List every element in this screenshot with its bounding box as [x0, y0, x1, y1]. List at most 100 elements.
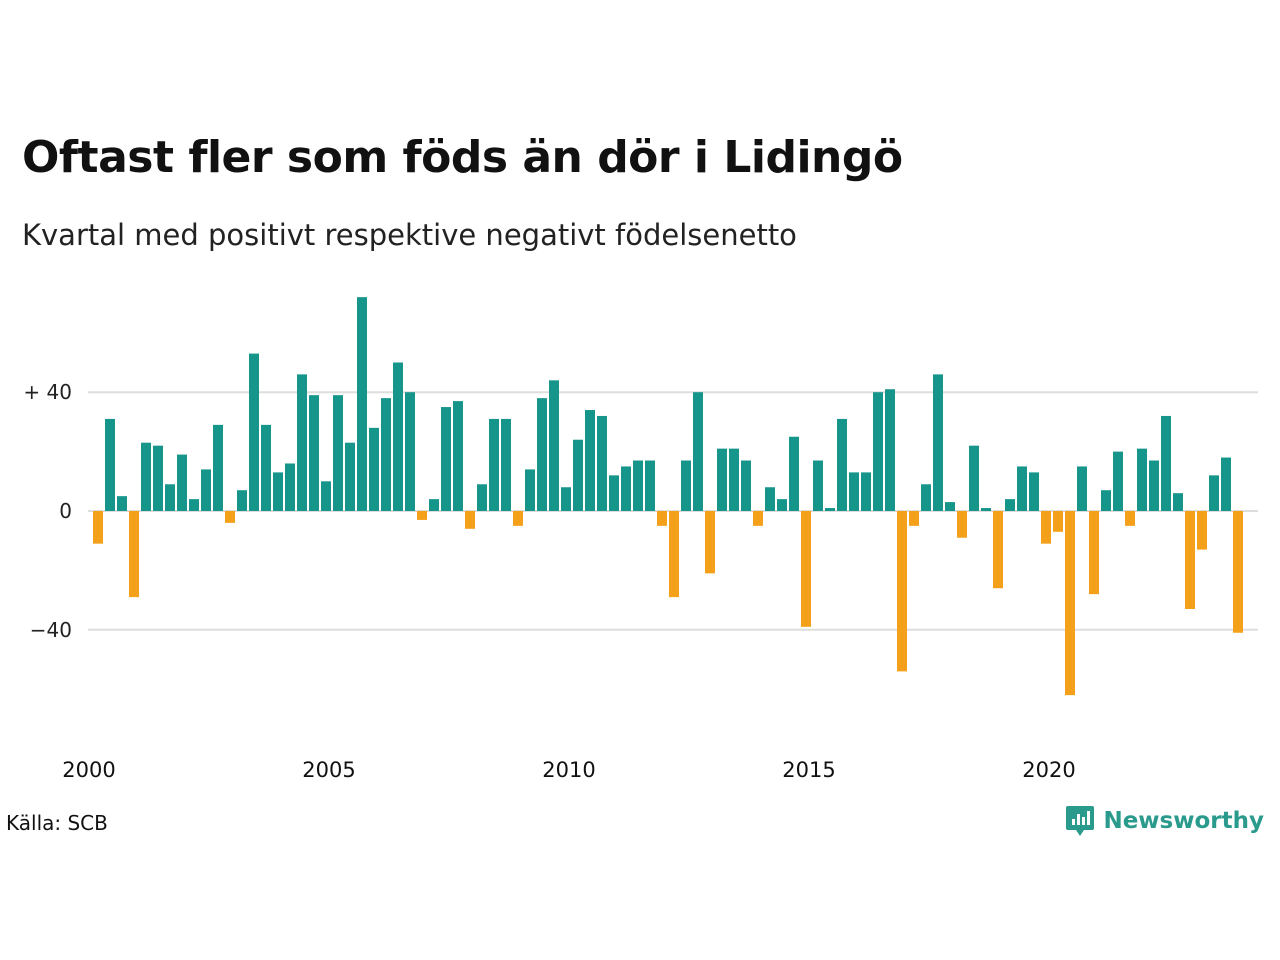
bar: [957, 511, 967, 538]
bar: [921, 484, 931, 511]
bar: [1017, 466, 1027, 511]
y-tick-label: −40: [30, 618, 72, 642]
bar: [885, 389, 895, 511]
bar: [381, 398, 391, 511]
bar: [1005, 499, 1015, 511]
source-note: Källa: SCB: [6, 811, 108, 835]
bar: [537, 398, 547, 511]
bar: [561, 487, 571, 511]
bar: [861, 472, 871, 511]
bar: [789, 436, 799, 511]
bar: [765, 487, 775, 511]
x-axis-labels: 2000 2005 2010 2015 2020: [62, 758, 1075, 782]
bar: [297, 374, 307, 511]
bar: [369, 427, 379, 511]
bar: [213, 424, 223, 511]
y-tick-label: 0: [59, 499, 72, 523]
brand-name: Newsworthy: [1103, 808, 1264, 834]
bar: [897, 511, 907, 672]
bar: [1161, 415, 1171, 511]
bar: [1077, 466, 1087, 511]
bar: [1113, 451, 1123, 511]
bar: [525, 469, 535, 511]
bar: [945, 502, 955, 511]
bar: [693, 392, 703, 511]
bar: [621, 466, 631, 511]
bar: [573, 439, 583, 511]
bar: [1209, 475, 1219, 511]
bar: [657, 511, 667, 526]
bar: [1137, 448, 1147, 511]
bar: [273, 472, 283, 511]
bar: [1125, 511, 1135, 526]
bar: [513, 511, 523, 526]
bar: [405, 392, 415, 511]
bar: [1065, 511, 1075, 696]
bar: [117, 496, 127, 511]
bar: [189, 499, 199, 511]
bar: [729, 448, 739, 511]
bar: [201, 469, 211, 511]
bar: [801, 511, 811, 627]
bar: [321, 481, 331, 511]
x-tick-label: 2000: [62, 758, 115, 782]
bar: [141, 442, 151, 511]
bar: [597, 415, 607, 511]
bar-chart: + 40 0 −40 2000 2005 2010 2015 2020: [23, 297, 1258, 782]
bar: [969, 445, 979, 511]
newsworthy-logo-icon: [1066, 806, 1095, 836]
bar: [165, 484, 175, 511]
bar: [993, 511, 1003, 589]
bar: [501, 418, 511, 511]
bar: [609, 475, 619, 511]
bar: [249, 353, 259, 511]
bar: [1197, 511, 1207, 550]
x-tick-label: 2010: [542, 758, 595, 782]
brand-logo: Newsworthy: [1065, 804, 1264, 838]
bar: [1233, 511, 1243, 633]
bar: [237, 490, 247, 511]
x-tick-label: 2015: [782, 758, 835, 782]
bar: [261, 424, 271, 511]
bar: [705, 511, 715, 574]
bar: [177, 454, 187, 511]
bar: [429, 499, 439, 511]
bar: [1029, 472, 1039, 511]
bar: [285, 463, 295, 511]
bar: [1173, 493, 1183, 511]
bar: [1149, 460, 1159, 511]
bar: [585, 410, 595, 511]
bar: [489, 418, 499, 511]
bar: [813, 460, 823, 511]
bar: [393, 362, 403, 511]
y-axis-labels: + 40 0 −40: [23, 380, 72, 642]
bar: [345, 442, 355, 511]
bar: [669, 511, 679, 598]
bar: [333, 395, 343, 511]
bar: [873, 392, 883, 511]
bar: [477, 484, 487, 511]
bar: [129, 511, 139, 598]
bar: [753, 511, 763, 526]
bar: [981, 508, 991, 511]
y-tick-label: + 40: [23, 380, 72, 404]
bar: [909, 511, 919, 526]
bar: [633, 460, 643, 511]
chart-title: Oftast fler som föds än dör i Lidingö: [22, 132, 903, 183]
bar: [309, 395, 319, 511]
bar: [549, 380, 559, 511]
bar: [465, 511, 475, 529]
bar: [681, 460, 691, 511]
bar: [837, 418, 847, 511]
x-tick-label: 2005: [302, 758, 355, 782]
bar: [453, 401, 463, 511]
bar: [741, 460, 751, 511]
bars: [93, 297, 1243, 696]
bar: [1221, 457, 1231, 511]
bar: [225, 511, 235, 523]
bar: [1101, 490, 1111, 511]
bar: [357, 297, 367, 511]
bar: [1041, 511, 1051, 544]
bar: [105, 418, 115, 511]
bar: [933, 374, 943, 511]
